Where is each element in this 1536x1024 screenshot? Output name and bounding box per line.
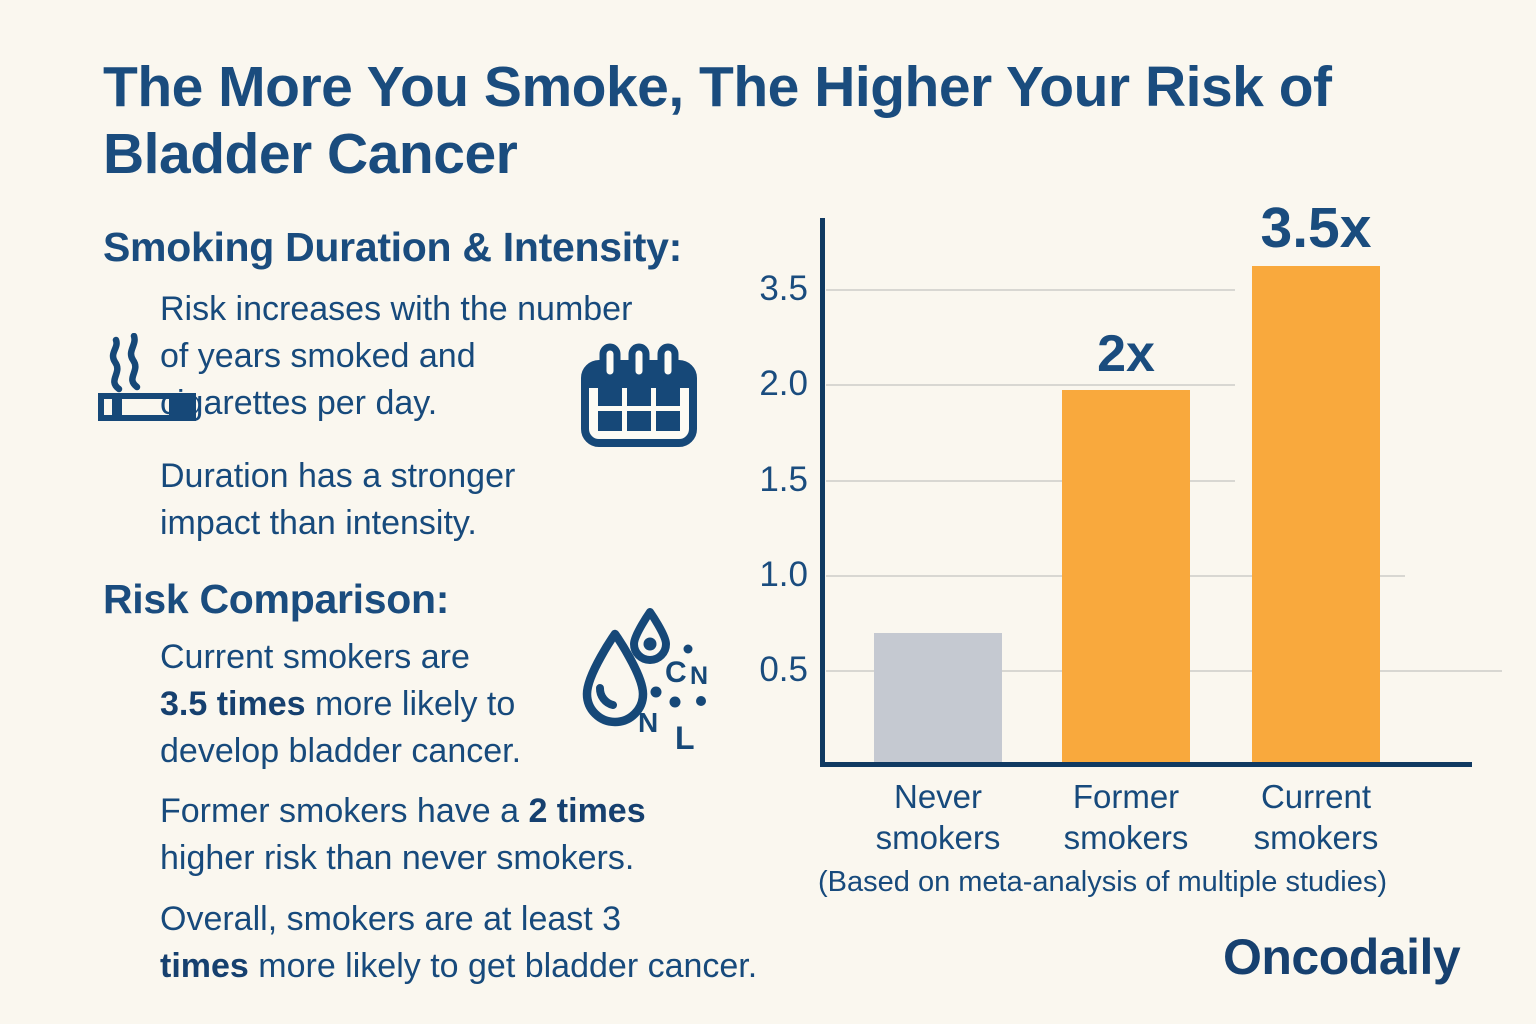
comparison-p3-line2-rest: more likely to get bladder cancer. <box>248 947 758 985</box>
duration-p1-line2: of years smoked and <box>160 337 476 375</box>
chemical-droplet-icon: C N N L <box>578 608 718 758</box>
chart-caption: (Based on meta-analysis of multiple stud… <box>818 866 1387 898</box>
page-title-line2: Bladder Cancer <box>103 122 518 186</box>
svg-text:C: C <box>665 656 687 689</box>
comparison-p2-bold: 2 times <box>528 792 646 830</box>
y-tick-label: 2.0 <box>759 364 808 403</box>
y-gridline <box>826 480 1235 482</box>
svg-text:N: N <box>638 707 658 738</box>
comparison-p3-bold: times <box>160 947 249 985</box>
page-title: The More You Smoke, The Higher Your Risk… <box>103 54 1463 188</box>
comparison-paragraph-1: Current smokers are 3.5 times more likel… <box>160 634 521 775</box>
bar-former-smokers <box>1062 390 1190 762</box>
x-category-label: Current smokers <box>1253 778 1379 856</box>
duration-paragraph-1: Risk increases with the number of years … <box>160 286 632 427</box>
comparison-p1-line3: develop bladder cancer. <box>160 732 522 770</box>
y-tick-label: 3.5 <box>759 269 808 308</box>
y-gridline <box>826 384 1235 386</box>
svg-text:L: L <box>675 720 695 756</box>
bar-value-label: 2x <box>1097 325 1155 383</box>
y-gridline <box>826 289 1235 291</box>
cigarette-smoke-icon <box>97 333 197 421</box>
y-axis <box>820 218 825 767</box>
bar-value-label: 3.5x <box>1260 196 1372 260</box>
comparison-p1-line2-rest: more likely to <box>305 685 516 723</box>
duration-p1-line3: cigarettes per day. <box>160 384 438 422</box>
x-category-label: Never smokers <box>875 778 1001 856</box>
duration-p2-line1: Duration has a stronger <box>160 457 516 495</box>
y-tick-label: 1.5 <box>759 460 808 499</box>
comparison-p1-line1: Current smokers are <box>160 638 470 676</box>
bar-current-smokers <box>1252 266 1380 762</box>
comparison-paragraph-2: Former smokers have a 2 times higher ris… <box>160 788 646 882</box>
duration-section-heading: Smoking Duration & Intensity: <box>103 224 682 270</box>
comparison-p2-line2: higher risk than never smokers. <box>160 839 635 877</box>
duration-paragraph-2: Duration has a stronger impact than inte… <box>160 453 515 547</box>
bar-never-smokers <box>874 633 1002 762</box>
brand-logo: Oncodaily <box>1223 929 1461 985</box>
x-axis <box>820 762 1472 767</box>
calendar-icon <box>580 342 698 448</box>
comparison-p2-line1: Former smokers have a <box>160 792 529 830</box>
y-tick-label: 1.0 <box>759 555 808 594</box>
page-title-line1: The More You Smoke, The Higher Your Risk… <box>103 55 1332 119</box>
duration-p1-line1: Risk increases with the number <box>160 290 633 328</box>
comparison-p1-bold: 3.5 times <box>160 685 306 723</box>
y-tick-label: 0.5 <box>759 650 808 689</box>
duration-p2-line2: impact than intensity. <box>160 504 477 542</box>
comparison-section-heading: Risk Comparison: <box>103 576 450 622</box>
svg-text:N: N <box>690 662 708 690</box>
comparison-p3-line1: Overall, smokers are at least 3 <box>160 900 622 938</box>
comparison-paragraph-3: Overall, smokers are at least 3 times mo… <box>160 896 757 990</box>
x-category-label: Former smokers <box>1063 778 1189 856</box>
